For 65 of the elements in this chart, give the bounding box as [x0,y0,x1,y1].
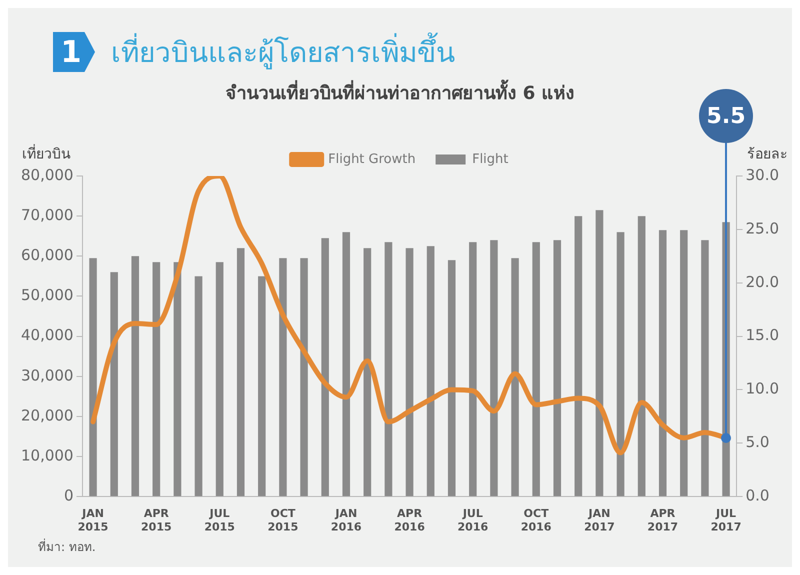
y-tick-label: 40,000 [20,326,74,344]
bar [131,256,140,496]
bar [174,262,182,496]
y2-tick-label: 20.0 [746,272,780,291]
y-tick-label: 60,000 [20,246,74,264]
y-tick-label: 30,000 [20,366,74,384]
legend-label: Flight [472,152,508,167]
y2-axis-title: ร้อยละ [747,146,788,163]
bar [658,230,667,496]
x-tick-label: APR 2017 [647,507,678,534]
text: ที่มา: ทอท. [38,540,96,554]
bar [574,216,582,496]
bar [300,258,308,496]
bar [532,242,540,496]
bar [406,248,414,496]
y-tick-label: 10,000 [20,446,74,464]
y-tick-label: 0 [64,486,74,504]
bar [426,246,434,496]
x-tick-label: APR 2016 [394,507,426,534]
bar [321,238,329,496]
y-axis-title: เที่ยวบิน [22,144,71,163]
y2-tick-label: 10.0 [746,380,780,398]
x-tick-label: JUL 2016 [458,507,488,534]
x-tick-label: OCT 2015 [268,507,298,534]
bar [364,248,372,496]
y2-tick-label: 0.0 [746,486,770,504]
chart-title: เที่ยวบินและผู้โดยสารเพิ่มขึ้น [111,32,455,72]
x-tick-label: JAN 2015 [78,507,108,534]
bar [616,232,624,496]
y2-tick-label: 5.0 [746,433,770,452]
bar [638,216,646,496]
y2-tick-label: 15.0 [746,326,780,344]
bar [236,248,245,496]
x-tick-label: JAN 2017 [584,507,615,534]
bar [152,262,160,496]
x-tick-label: APR 2015 [141,507,172,534]
bar [279,258,287,496]
bar [258,276,266,496]
y2-tick-label: 30.0 [746,166,780,184]
x-tick-label: JUL 2017 [710,507,742,534]
number-badge: 1 [53,32,95,72]
bar [511,258,519,496]
y-tick-label: 80,000 [20,166,74,184]
x-tick-label: JAN 2016 [330,507,362,534]
bar [448,260,456,496]
callout-bubble: 5.5 [699,89,754,143]
bar [469,242,477,496]
bar [110,272,118,496]
bar [216,262,224,496]
y-tick-label: 20,000 [20,406,74,424]
bar [553,240,562,496]
y-tick-label: 70,000 [20,206,74,224]
bar [701,240,709,496]
y2-tick-label: 25.0 [746,219,780,238]
bar [342,232,350,496]
legend-label: Flight Growth [328,152,416,167]
x-tick-label: JUL 2015 [204,507,235,534]
bar [680,230,688,496]
bar [194,276,202,496]
x-tick-label: OCT 2016 [520,507,552,534]
bar [596,210,604,496]
bar [89,258,97,496]
bar [490,240,498,496]
bar [384,242,392,496]
y-tick-label: 50,000 [20,286,74,304]
